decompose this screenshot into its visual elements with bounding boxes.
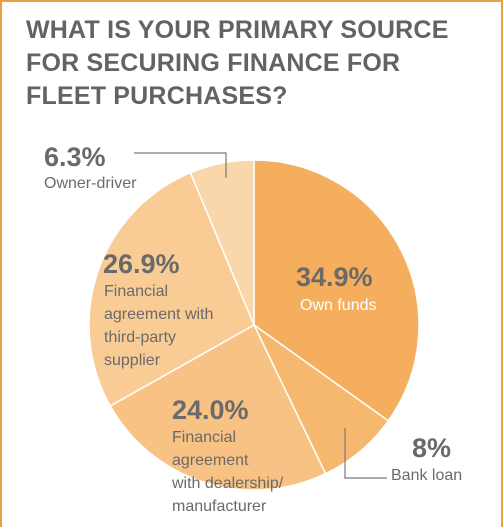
pie-slice-owner xyxy=(189,159,255,326)
category-label-dealer: Financial agreement with dealership/manufa… xyxy=(171,429,284,515)
pie-slice-own xyxy=(253,159,420,422)
leader-line-bank xyxy=(344,428,387,479)
percent-label-owner: 6.3% xyxy=(44,142,106,172)
category-label-bank: Bank loan xyxy=(391,467,462,484)
category-label-own: Own funds xyxy=(300,297,376,314)
percent-label-bank: 8% xyxy=(412,433,451,463)
percent-label-own: 34.9% xyxy=(296,262,373,292)
pie-slice-thirdparty xyxy=(88,171,255,408)
pie-slice-dealer xyxy=(109,323,327,491)
leader-line-owner xyxy=(134,152,227,178)
chart-title: WHAT IS YOUR PRIMARY SOURCE FOR SECURING… xyxy=(26,16,449,110)
percent-label-thirdparty: 26.9% xyxy=(103,249,180,279)
category-label-owner: Owner-driver xyxy=(44,175,137,192)
percent-label-dealer: 24.0% xyxy=(172,395,249,425)
category-label-thirdparty: Financial agreement with third-party suppli… xyxy=(104,283,213,369)
